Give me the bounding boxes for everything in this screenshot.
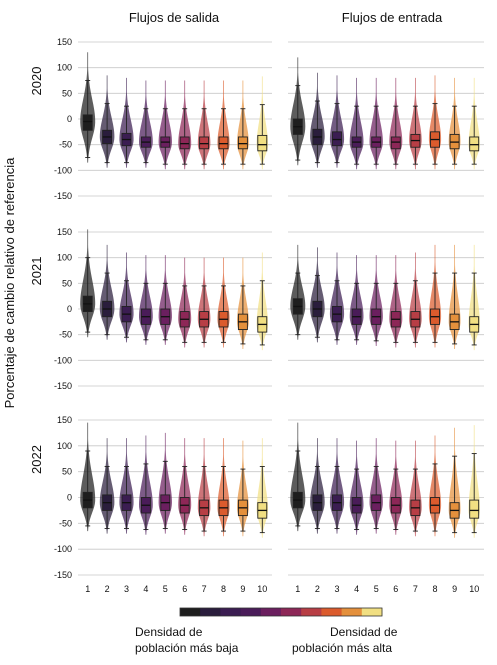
y-tick-label: 150 xyxy=(57,227,72,237)
y-tick-label: -100 xyxy=(54,165,72,175)
row-title-2021: 2021 xyxy=(29,257,44,286)
panel-2020-entrada xyxy=(288,41,484,197)
y-tick-label: 0 xyxy=(67,304,72,314)
x-tick-label: 3 xyxy=(334,584,339,594)
x-tick-label: 9 xyxy=(452,584,457,594)
colorbar-border xyxy=(179,607,383,617)
x-tick-label: 6 xyxy=(393,584,398,594)
colorbar-segment xyxy=(361,608,383,616)
y-tick-label: -100 xyxy=(54,355,72,365)
x-tick-label: 7 xyxy=(413,584,418,594)
x-tick-label: 2 xyxy=(315,584,320,594)
x-tick-label: 2 xyxy=(105,584,110,594)
y-tick-label: 50 xyxy=(62,467,72,477)
colorbar-segment xyxy=(341,608,363,616)
panel-2021-entrada xyxy=(288,231,484,387)
y-tick-label: -100 xyxy=(54,544,72,554)
box-10 xyxy=(257,134,268,152)
y-tick-label: 100 xyxy=(57,253,72,263)
panel-2021-salida: 150 100 50 0 -50 -100 -150 2021 xyxy=(29,227,272,391)
y-tick-label: -150 xyxy=(54,191,72,201)
colorbar-segment xyxy=(220,608,242,616)
x-tick-label: 5 xyxy=(374,584,379,594)
box-6 xyxy=(390,136,401,150)
y-tick-label: -50 xyxy=(59,518,72,528)
box-3 xyxy=(332,131,342,147)
box-6 xyxy=(179,136,190,150)
x-tick-label: 10 xyxy=(469,584,479,594)
y-tick-label: 50 xyxy=(62,278,72,288)
box-10 xyxy=(469,499,480,519)
y-tick-label: -150 xyxy=(54,570,72,580)
y-tick-label: 100 xyxy=(57,63,72,73)
box-1 xyxy=(82,114,93,131)
y-tick-label: -50 xyxy=(59,330,72,340)
y-tick-label: 0 xyxy=(67,114,72,124)
x-tick-label: 8 xyxy=(221,584,226,594)
colorbar-segment xyxy=(260,608,282,616)
colorbar-segment xyxy=(180,608,201,616)
x-tick-label: 9 xyxy=(240,584,245,594)
x-tick-label: 3 xyxy=(124,584,129,594)
row-title-2022: 2022 xyxy=(29,445,44,474)
y-axis-label: Porcentaje de cambio relativo de referen… xyxy=(2,157,17,409)
x-tick-label: 1 xyxy=(85,584,90,594)
y-tick-label: 0 xyxy=(67,493,72,503)
colorbar-segment xyxy=(200,608,221,616)
box-10 xyxy=(469,136,480,152)
panel-2022-salida: 150 100 50 0 -50 -100 -150 1 2 3 4 5 6 7 8 9 10 2022 xyxy=(29,415,272,594)
column-title-entrada: Flujos de entrada xyxy=(342,10,443,25)
colorbar-high-label-line1: Densidad de xyxy=(330,625,398,639)
colorbar-high-label-line2: población más alta xyxy=(292,641,392,655)
colorbar xyxy=(179,607,383,617)
row-title-2020: 2020 xyxy=(29,67,44,96)
x-tick-label: 7 xyxy=(202,584,207,594)
colorbar-low-label-line2: población más baja xyxy=(135,641,239,655)
x-tick-label: 1 xyxy=(295,584,300,594)
x-tick-label: 5 xyxy=(163,584,168,594)
box-8 xyxy=(218,136,229,150)
x-tick-label: 4 xyxy=(354,584,359,594)
y-tick-label: 150 xyxy=(57,415,72,425)
colorbar-segment xyxy=(240,608,262,616)
x-tick-label: 8 xyxy=(432,584,437,594)
panel-2022-entrada: 1 2 3 4 5 6 7 8 9 10 xyxy=(288,419,484,594)
box-7 xyxy=(199,136,210,150)
x-tick-label: 10 xyxy=(257,584,267,594)
y-tick-label: 100 xyxy=(57,441,72,451)
x-tick-label: 4 xyxy=(143,584,148,594)
colorbar-segment xyxy=(321,608,343,616)
colorbar-low-label-line1: Densidad de xyxy=(135,625,203,639)
x-tick-label: 6 xyxy=(182,584,187,594)
colorbar-segment xyxy=(281,608,302,616)
y-tick-label: 50 xyxy=(62,88,72,98)
y-tick-label: -50 xyxy=(59,140,72,150)
y-tick-label: -150 xyxy=(54,381,72,391)
panels-group: 150100500-50-100-1502020150100500-50-100… xyxy=(29,37,484,594)
box-9 xyxy=(237,136,248,150)
column-title-salida: Flujos de salida xyxy=(129,10,220,25)
panel-2020-salida: 150 100 50 0 -50 -100 -150 2020 xyxy=(29,37,272,201)
colorbar-segment xyxy=(301,608,322,616)
y-tick-label: 150 xyxy=(57,37,72,47)
